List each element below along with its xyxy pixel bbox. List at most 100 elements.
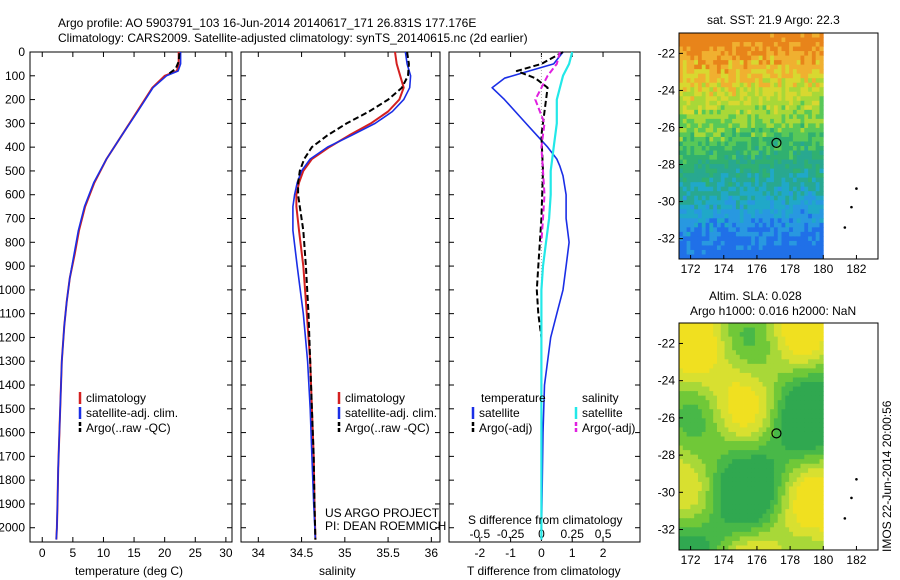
map-cell [819,186,824,192]
map-cell [716,477,722,483]
map-cell [679,509,684,515]
map-cell [732,545,737,551]
map-cell [781,132,786,138]
map-cell [785,418,790,424]
map-cell [743,341,748,347]
map-cell [751,164,756,169]
map-cell [766,132,771,138]
map-cell [819,141,824,147]
map-cell [735,105,741,111]
map-cell [720,368,725,374]
map-cell [690,231,695,237]
map-cell [690,136,695,142]
map-cell [705,468,710,474]
map-cell [728,155,733,160]
map-cell [732,204,737,210]
map-cell [815,504,820,510]
map-cell [682,82,687,88]
map-cell [796,382,801,387]
map-cell [728,164,733,169]
map-cell [773,191,779,197]
map-cell [697,427,703,433]
map-cell [789,509,794,515]
map-cell [705,222,710,228]
map-cell [811,141,817,147]
map-cell [792,468,798,474]
map-cell [701,454,706,460]
map-cell [720,213,725,219]
map-cell [728,37,733,43]
map-cell [751,522,756,528]
map-cell [686,249,691,255]
map-cell [762,109,767,115]
map-cell [690,540,695,546]
map-cell [690,522,695,528]
map-cell [781,60,786,66]
map-cell [743,468,748,474]
map-cell [739,481,744,487]
map-cell [800,445,805,451]
map-cell [758,463,763,469]
map-cell [747,236,752,242]
map-cell [732,522,737,528]
map-cell [789,540,794,546]
map-cell [686,218,691,224]
x-tick-label: 30 [219,546,233,560]
map-cell [792,127,798,133]
map-cell [758,350,763,356]
map-cell [815,240,820,246]
map-cell [766,114,771,120]
map-cell [758,177,763,183]
map-cell [732,159,737,165]
map-cell [781,155,786,160]
map-cell [724,454,729,460]
map-cell [751,454,756,460]
map-cell [804,341,809,347]
map-cell [690,454,695,460]
map-cell [785,336,790,342]
map-cell [716,409,722,415]
argo-float-marker [771,428,782,439]
map-cell [747,227,752,233]
map-cell [697,155,703,160]
map-cell [766,409,771,415]
map-cell [770,404,775,410]
map-cell [770,33,775,38]
map-cell [686,463,691,469]
map-cell [773,350,779,356]
map-cell [789,91,794,97]
map-cell [739,109,744,115]
map-cell [735,136,741,142]
map-cell [751,123,756,129]
map-cell [739,513,744,519]
map-cell [758,336,763,342]
map-cell [796,336,801,342]
map-cell [796,200,801,206]
map-cell [701,173,706,179]
map-cell [705,109,710,115]
map-cell [751,91,756,97]
map-cell [770,177,775,183]
map-cell [701,209,706,215]
map-cell [766,441,771,446]
map-cell [724,37,729,43]
map-cell [701,445,706,451]
map-cell [743,372,748,378]
map-cell [762,177,767,183]
map-cell [785,91,790,97]
map-cell [811,332,817,338]
map-cell [709,155,714,160]
map-cell [777,386,782,392]
map-cell [819,64,824,70]
map-cell [720,418,725,424]
map-cell [701,164,706,169]
map-cell [679,422,684,428]
map-cell [800,345,805,351]
map-cell [811,400,817,406]
map-cell [747,87,752,93]
map-cell [713,173,718,179]
map-cell [709,400,714,406]
map-cell [770,164,775,169]
map-cell [713,105,718,111]
map-cell [808,186,813,192]
